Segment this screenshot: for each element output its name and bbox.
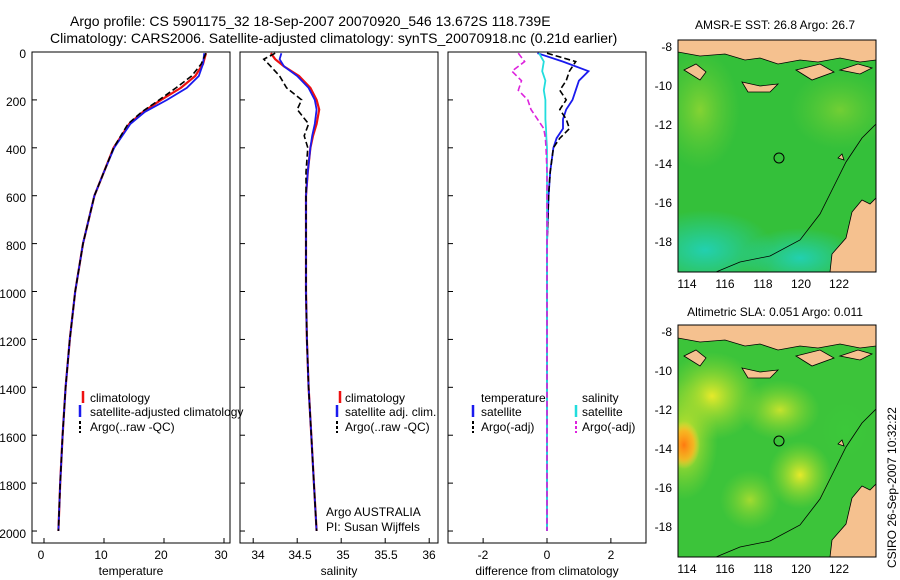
legend-label: satellite-adjusted climatology <box>90 405 243 419</box>
lat-tick-label: -14 <box>655 157 673 171</box>
figure-subtitle: Climatology: CARS2006. Satellite-adjuste… <box>50 30 617 46</box>
y-tick-label: 400 <box>6 143 26 157</box>
y-tick-label: 800 <box>6 239 26 253</box>
temperature-series-group <box>32 51 225 543</box>
lon-tick-label: 122 <box>829 562 849 576</box>
sst-map-frame <box>677 39 877 273</box>
sla-map-axes: -8 -10 -12 -14 -16 -18 114 116 118 120 1… <box>655 325 850 576</box>
legend-label: Argo(..raw -QC) <box>345 420 430 434</box>
lon-tick-label: 114 <box>677 562 696 576</box>
x-tick-label: 35.5 <box>374 548 398 562</box>
x-tick-label: 0 <box>38 548 45 562</box>
salinity-panel-frame <box>239 51 439 544</box>
temperature-argo-diff-line <box>546 52 577 531</box>
difference-series-group <box>448 51 612 543</box>
legend-label: satellite <box>582 405 623 419</box>
sst-map-title: AMSR-E SST: 26.8 Argo: 26.7 <box>695 18 855 32</box>
lat-tick-label: -10 <box>655 79 673 93</box>
depth-axis: 0 200 400 600 800 1000 1200 1400 1600 18… <box>0 47 26 541</box>
legend-label: satellite <box>481 405 522 419</box>
lon-tick-label: 120 <box>791 562 811 576</box>
lat-tick-label: -14 <box>655 442 673 456</box>
float-program-note: Argo AUSTRALIA <box>326 505 421 519</box>
y-tick-label: 1800 <box>0 479 26 493</box>
legend-label: climatology <box>345 391 405 405</box>
argo-temperature-line <box>57 52 207 532</box>
float-pi-note: PI: Susan Wijffels <box>326 520 420 534</box>
temperature-x-axis: 0 10 20 30 temperature <box>38 548 228 578</box>
x-tick-label: 0 <box>544 548 551 562</box>
figure-title: Argo profile: CS 5901175_32 18-Sep-2007 … <box>70 13 551 29</box>
production-stamp: CSIRO 26-Sep-2007 10:32:22 <box>885 407 899 568</box>
salinity-x-axis: 34 34.5 35 35.5 36 salinity <box>251 548 436 578</box>
satellite-temperature-line <box>57 53 206 532</box>
legend-label: Argo(-adj) <box>582 420 635 434</box>
salinity-series-group <box>240 51 430 543</box>
lat-tick-label: -10 <box>655 364 673 378</box>
legend-label: satellite adj. clim. <box>345 405 436 419</box>
argo-float-marker <box>773 152 785 164</box>
legend-label: climatology <box>90 391 150 405</box>
y-tick-label: 2000 <box>0 527 26 541</box>
lat-tick-label: -12 <box>655 403 673 417</box>
y-tick-label: 200 <box>6 95 26 109</box>
difference-x-axis: -2 0 2 difference from climatology <box>475 548 618 578</box>
lon-tick-label: 120 <box>791 277 811 291</box>
sst-map-axes: -8 -10 -12 -14 -16 -18 114 116 118 120 1… <box>655 40 850 291</box>
x-tick-label: 20 <box>154 548 168 562</box>
salinity-legend: climatology satellite adj. clim. Argo(..… <box>326 391 436 534</box>
lat-tick-label: -12 <box>655 118 673 132</box>
y-tick-label: 1600 <box>0 431 26 445</box>
salinity-satellite-diff-line <box>538 52 548 531</box>
lon-tick-label: 114 <box>677 277 696 291</box>
lat-tick-label: -18 <box>655 235 673 249</box>
lat-tick-label: -8 <box>661 325 672 339</box>
legend-header-salinity: salinity <box>582 391 619 405</box>
x-tick-label: 34.5 <box>288 548 312 562</box>
sla-map-frame <box>677 324 877 558</box>
x-tick-label: 30 <box>214 548 228 562</box>
difference-legend: temperature salinity satellite Argo(-adj… <box>471 391 635 434</box>
y-tick-label: 1000 <box>0 287 26 301</box>
legend-label: Argo(..raw -QC) <box>90 420 175 434</box>
x-axis-label: temperature <box>99 564 164 578</box>
salinity-argo-diff-line <box>510 52 548 531</box>
lat-tick-label: -18 <box>655 520 673 534</box>
x-tick-label: 10 <box>94 548 108 562</box>
x-tick-label: 2 <box>608 548 615 562</box>
sst-map-field <box>678 40 876 272</box>
temperature-legend: climatology satellite-adjusted climatolo… <box>78 391 243 434</box>
argo-salinity-line <box>262 52 318 532</box>
x-tick-label: -2 <box>478 548 489 562</box>
x-axis-label: salinity <box>321 564 358 578</box>
lon-tick-label: 116 <box>715 562 734 576</box>
lat-tick-label: -16 <box>655 481 673 495</box>
lon-tick-label: 122 <box>829 277 849 291</box>
lon-tick-label: 118 <box>753 277 772 291</box>
sla-map-title: Altimetric SLA: 0.051 Argo: 0.011 <box>687 305 863 319</box>
lat-tick-label: -8 <box>661 40 672 54</box>
y-tick-label: 1200 <box>0 335 26 349</box>
satellite-salinity-line <box>278 52 318 532</box>
x-tick-label: 34 <box>251 548 265 562</box>
y-tick-label: 0 <box>19 47 26 61</box>
y-tick-label: 600 <box>6 191 26 205</box>
lon-tick-label: 118 <box>753 562 772 576</box>
sla-map-field <box>678 325 876 557</box>
x-tick-label: 36 <box>422 548 436 562</box>
y-tick-label: 1400 <box>0 383 26 397</box>
x-axis-label: difference from climatology <box>475 564 618 578</box>
lon-tick-label: 116 <box>715 277 734 291</box>
legend-label: Argo(-adj) <box>481 420 534 434</box>
climatology-temperature-line <box>57 52 208 532</box>
x-tick-label: 35 <box>336 548 350 562</box>
temperature-panel-frame <box>31 51 231 544</box>
argo-float-marker <box>773 435 785 447</box>
lat-tick-label: -16 <box>655 196 673 210</box>
legend-header-temperature: temperature <box>481 391 546 405</box>
